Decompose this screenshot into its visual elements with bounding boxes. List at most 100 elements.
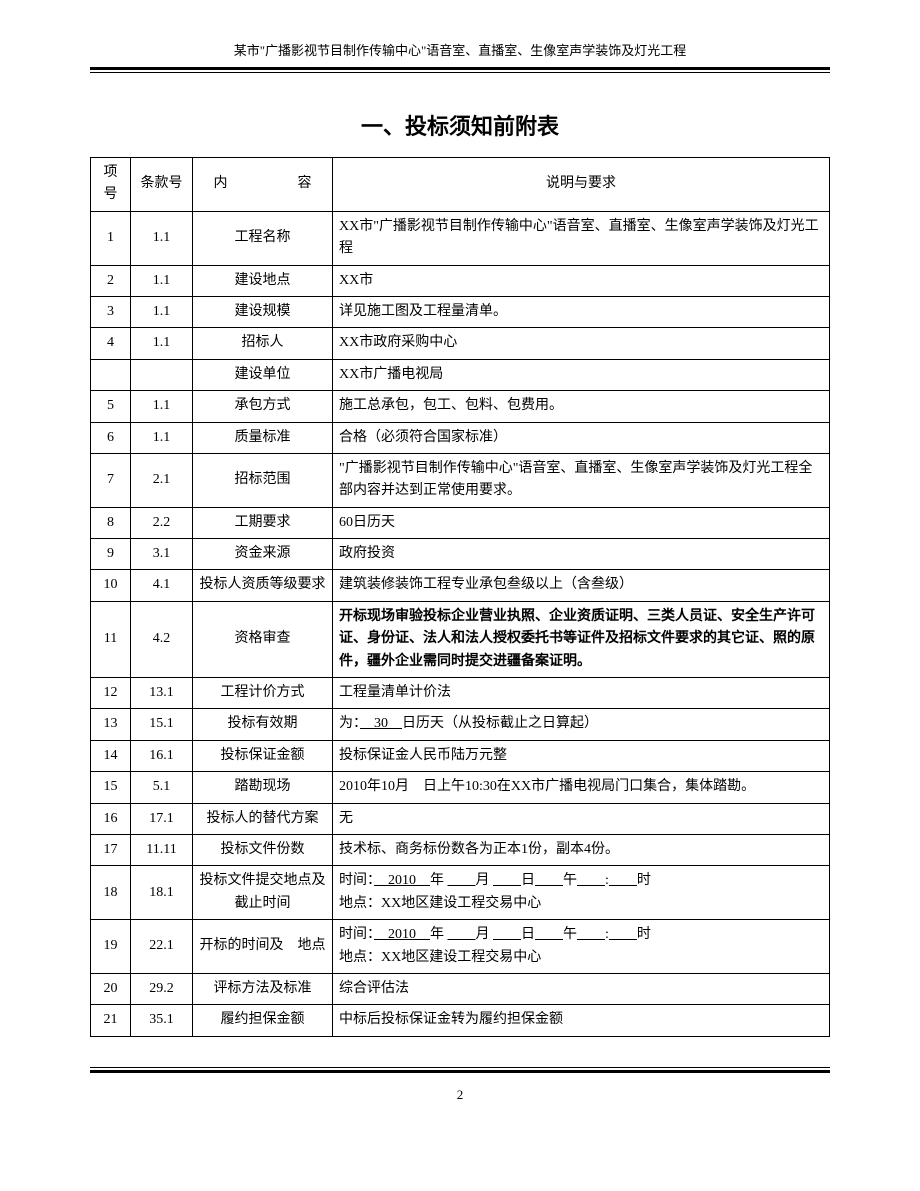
table-row: 1922.1开标的时间及 地点时间： 2010 年 月 日 午 : 时地点：XX…	[91, 920, 830, 974]
cell-idx: 18	[91, 866, 131, 920]
th-clause: 条款号	[131, 158, 193, 212]
cell-clause: 18.1	[131, 866, 193, 920]
cell-desc: 投标保证金人民币陆万元整	[333, 740, 830, 771]
cell-content: 踏勘现场	[193, 772, 333, 803]
cell-content: 投标人资质等级要求	[193, 570, 333, 601]
cell-content: 建设单位	[193, 359, 333, 390]
cell-idx: 11	[91, 601, 131, 677]
cell-content: 资金来源	[193, 539, 333, 570]
page-title: 一、投标须知前附表	[90, 109, 830, 141]
cell-desc: 时间： 2010 年 月 日 午 : 时地点：XX地区建设工程交易中心	[333, 866, 830, 920]
cell-idx: 20	[91, 973, 131, 1004]
table-header-row: 项号 条款号 内容 说明与要求	[91, 158, 830, 212]
cell-desc: 合格（必须符合国家标准）	[333, 422, 830, 453]
cell-desc: XX市"广播影视节目制作传输中心"语音室、直播室、生像室声学装饰及灯光工程	[333, 211, 830, 265]
cell-desc: 详见施工图及工程量清单。	[333, 296, 830, 327]
cell-desc: 2010年10月 日上午10:30在XX市广播电视局门口集合，集体踏勘。	[333, 772, 830, 803]
th-desc: 说明与要求	[333, 158, 830, 212]
cell-clause: 4.1	[131, 570, 193, 601]
cell-content: 质量标准	[193, 422, 333, 453]
cell-clause: 1.1	[131, 328, 193, 359]
cell-content: 投标文件提交地点及截止时间	[193, 866, 333, 920]
cell-clause: 1.1	[131, 296, 193, 327]
table-row: 2029.2评标方法及标准综合评估法	[91, 973, 830, 1004]
cell-idx: 19	[91, 920, 131, 974]
cell-idx: 5	[91, 391, 131, 422]
cell-desc: XX市	[333, 265, 830, 296]
cell-desc: 60日历天	[333, 507, 830, 538]
table-row: 1213.1工程计价方式工程量清单计价法	[91, 678, 830, 709]
cell-idx: 21	[91, 1005, 131, 1036]
th-content: 内容	[193, 158, 333, 212]
table-row: 31.1建设规模详见施工图及工程量清单。	[91, 296, 830, 327]
cell-clause: 35.1	[131, 1005, 193, 1036]
cell-idx: 1	[91, 211, 131, 265]
th-content-a: 内	[214, 176, 298, 191]
header-rule-thin	[90, 72, 830, 73]
cell-clause: 1.1	[131, 211, 193, 265]
cell-content: 建设规模	[193, 296, 333, 327]
cell-content: 开标的时间及 地点	[193, 920, 333, 974]
cell-clause: 15.1	[131, 709, 193, 740]
cell-clause: 3.1	[131, 539, 193, 570]
table-row: 1416.1投标保证金额投标保证金人民币陆万元整	[91, 740, 830, 771]
cell-desc: 综合评估法	[333, 973, 830, 1004]
cell-desc: "广播影视节目制作传输中心"语音室、直播室、生像室声学装饰及灯光工程全部内容并达…	[333, 453, 830, 507]
cell-content: 建设地点	[193, 265, 333, 296]
cell-content: 工程名称	[193, 211, 333, 265]
table-row: 1315.1投标有效期为： 30 日历天（从投标截止之日算起）	[91, 709, 830, 740]
header-rule-thick	[90, 67, 830, 70]
cell-idx: 6	[91, 422, 131, 453]
running-header: 某市"广播影视节目制作传输中心"语音室、直播室、生像室声学装饰及灯光工程	[90, 40, 830, 65]
cell-content: 招标范围	[193, 453, 333, 507]
cell-idx: 2	[91, 265, 131, 296]
cell-idx: 8	[91, 507, 131, 538]
cell-clause: 1.1	[131, 422, 193, 453]
cell-idx: 12	[91, 678, 131, 709]
cell-idx: 16	[91, 803, 131, 834]
footer-rule-thick	[90, 1070, 830, 1073]
cell-idx	[91, 359, 131, 390]
cell-clause: 16.1	[131, 740, 193, 771]
cell-desc: 开标现场审验投标企业营业执照、企业资质证明、三类人员证、安全生产许可证、身份证、…	[333, 601, 830, 677]
footer-rule	[90, 1067, 830, 1073]
table-row: 41.1招标人XX市政府采购中心	[91, 328, 830, 359]
table-row: 建设单位XX市广播电视局	[91, 359, 830, 390]
table-row: 93.1资金来源政府投资	[91, 539, 830, 570]
cell-clause: 2.2	[131, 507, 193, 538]
footer-rule-thin	[90, 1067, 830, 1068]
cell-idx: 14	[91, 740, 131, 771]
cell-desc: 中标后投标保证金转为履约担保金额	[333, 1005, 830, 1036]
cell-desc: XX市广播电视局	[333, 359, 830, 390]
cell-idx: 13	[91, 709, 131, 740]
cell-desc: 时间： 2010 年 月 日 午 : 时地点：XX地区建设工程交易中心	[333, 920, 830, 974]
cell-clause: 13.1	[131, 678, 193, 709]
cell-idx: 17	[91, 834, 131, 865]
table-row: 82.2工期要求60日历天	[91, 507, 830, 538]
cell-clause: 17.1	[131, 803, 193, 834]
cell-clause: 1.1	[131, 265, 193, 296]
th-idx: 项号	[91, 158, 131, 212]
cell-content: 投标文件份数	[193, 834, 333, 865]
table-row: 21.1建设地点XX市	[91, 265, 830, 296]
cell-idx: 3	[91, 296, 131, 327]
cell-content: 资格审查	[193, 601, 333, 677]
th-content-b: 容	[298, 176, 312, 191]
cell-idx: 10	[91, 570, 131, 601]
table-row: 11.1工程名称XX市"广播影视节目制作传输中心"语音室、直播室、生像室声学装饰…	[91, 211, 830, 265]
cell-clause: 22.1	[131, 920, 193, 974]
main-table: 项号 条款号 内容 说明与要求 11.1工程名称XX市"广播影视节目制作传输中心…	[90, 157, 830, 1037]
cell-content: 承包方式	[193, 391, 333, 422]
table-row: 1711.11投标文件份数技术标、商务标份数各为正本1份，副本4份。	[91, 834, 830, 865]
cell-content: 投标保证金额	[193, 740, 333, 771]
cell-idx: 7	[91, 453, 131, 507]
cell-desc: 技术标、商务标份数各为正本1份，副本4份。	[333, 834, 830, 865]
cell-clause: 29.2	[131, 973, 193, 1004]
cell-desc: 工程量清单计价法	[333, 678, 830, 709]
cell-idx: 15	[91, 772, 131, 803]
cell-idx: 9	[91, 539, 131, 570]
cell-desc: 无	[333, 803, 830, 834]
table-row: 2135.1履约担保金额中标后投标保证金转为履约担保金额	[91, 1005, 830, 1036]
table-body: 11.1工程名称XX市"广播影视节目制作传输中心"语音室、直播室、生像室声学装饰…	[91, 211, 830, 1036]
cell-clause: 4.2	[131, 601, 193, 677]
